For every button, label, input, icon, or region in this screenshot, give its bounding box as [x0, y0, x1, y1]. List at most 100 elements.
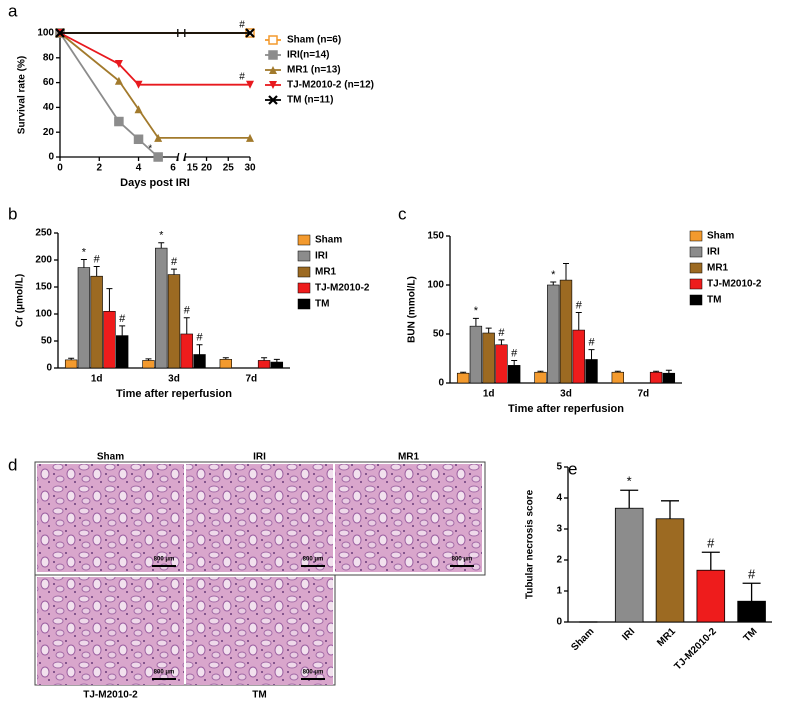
significance-mark: # — [196, 332, 203, 344]
bar — [469, 325, 483, 384]
marker — [55, 28, 65, 38]
marker — [269, 81, 277, 89]
marker — [269, 66, 277, 74]
marker — [134, 80, 143, 89]
marker — [268, 95, 278, 105]
y-axis-title: Tubular necrosis score — [525, 489, 536, 599]
legend-swatch — [689, 278, 703, 290]
y-tick-label: 4 — [556, 493, 562, 504]
x-tick-label: TJ-M2010-2 — [672, 626, 719, 673]
error-bar — [614, 370, 621, 373]
marker — [245, 28, 255, 38]
y-tick-label: 50 — [433, 329, 445, 340]
bar — [270, 361, 284, 369]
bar — [155, 247, 168, 369]
error-bar — [93, 265, 100, 277]
error-bar — [742, 582, 761, 602]
significance-mark: * — [474, 305, 479, 317]
significance-mark: # — [94, 253, 101, 265]
scale-bar-label: 800 μm — [303, 670, 324, 676]
bar — [456, 372, 470, 384]
histology-image — [186, 577, 333, 685]
error-bar — [460, 371, 467, 374]
x-tick-label: 20 — [201, 163, 213, 174]
error-bar — [145, 358, 152, 361]
y-tick-label: 100 — [427, 280, 444, 291]
bar — [614, 507, 644, 623]
y-tick-label: 5 — [556, 462, 562, 473]
error-bar — [472, 317, 479, 327]
error-bar — [537, 370, 544, 373]
y-tick-label: 0 — [556, 617, 562, 628]
histology-image — [37, 464, 184, 572]
legend-swatch — [297, 250, 311, 262]
error-bar — [106, 288, 113, 312]
x-tick-label: 25 — [223, 163, 235, 174]
bar — [257, 360, 271, 369]
x-tick-label: TM — [742, 626, 760, 644]
legend-swatch — [297, 282, 311, 294]
legend-swatch — [297, 298, 311, 310]
x-tick-label: 7d — [637, 389, 649, 400]
error-bar — [550, 281, 557, 285]
bar — [508, 365, 521, 384]
x-tick-label: 1d — [91, 374, 103, 385]
x-tick-label: 30 — [244, 163, 256, 174]
histology-image — [37, 577, 184, 685]
bar — [103, 310, 116, 369]
bar — [77, 267, 91, 369]
y-tick-label: 80 — [43, 52, 55, 63]
image-label: TM — [252, 690, 266, 701]
legend-swatch — [297, 266, 311, 278]
panel-letter: b — [8, 204, 17, 223]
legend-label: TJ-M2010-2 — [707, 279, 762, 290]
marker — [134, 105, 143, 114]
bar — [585, 359, 598, 384]
y-tick-label: 150 — [427, 231, 444, 242]
error-bar — [653, 370, 660, 373]
error-bar — [485, 327, 492, 334]
legend-label: TJ-M2010-2 (n=12) — [287, 80, 374, 91]
error-bar — [511, 359, 518, 366]
y-tick-label: 1 — [556, 586, 562, 597]
bar — [547, 284, 560, 384]
y-tick-label: 3 — [556, 524, 562, 535]
x-tick-label: 4 — [136, 163, 142, 174]
legend-label: Sham — [315, 235, 342, 246]
error-bar — [588, 349, 595, 360]
y-tick-label: 100 — [35, 309, 52, 320]
histology-image — [335, 464, 482, 572]
legend-swatch — [689, 262, 703, 274]
bar — [534, 371, 547, 384]
x-tick-label: IRI — [620, 626, 637, 643]
y-tick-label: 20 — [43, 127, 55, 138]
bar — [655, 518, 685, 623]
significance-mark: # — [576, 299, 583, 311]
legend-label: Sham (n=6) — [287, 35, 341, 46]
scale-bar-label: 800 μm — [154, 670, 175, 676]
significance-mark: # — [707, 536, 715, 551]
bar — [180, 333, 193, 369]
panel-letter: e — [568, 459, 577, 478]
error-bar — [183, 317, 190, 334]
y-tick-label: 0 — [48, 152, 54, 163]
bar — [662, 372, 676, 384]
legend-label: MR1 — [315, 267, 337, 278]
significance-mark: # — [511, 347, 518, 359]
bar — [495, 344, 508, 384]
histology-panel: d 800 μm Sham 800 μm IRI 800 μm MR1 800 μm TJ-M… — [8, 452, 486, 701]
x-tick-label: 6 — [170, 163, 176, 174]
scale-bar-label: 800 μm — [154, 557, 175, 563]
series-line — [59, 32, 159, 158]
legend-label: IRI — [707, 247, 720, 258]
legend-swatch — [297, 234, 311, 246]
bar — [696, 569, 726, 623]
error-bar — [701, 551, 720, 571]
point-label: # — [239, 71, 245, 82]
x-tick-label: 2 — [96, 163, 102, 174]
legend-label: MR1 — [707, 263, 729, 274]
y-tick-label: 0 — [438, 378, 444, 389]
marker — [246, 133, 254, 142]
legend-label: TM — [315, 299, 329, 310]
